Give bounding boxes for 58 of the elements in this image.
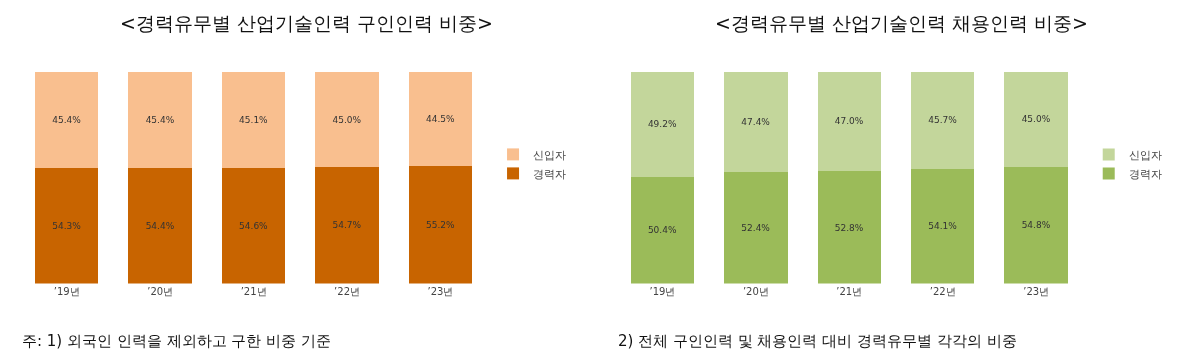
data-label: 50.4% [647,225,677,236]
data-label: 45.1% [239,114,269,125]
data-label: 47.0% [834,116,864,127]
data-label: 54.4% [145,220,175,231]
x-tick-label: ’20년 [147,285,174,297]
x-tick-label: ’23년 [427,285,454,297]
bar [910,71,975,169]
bar [315,71,379,168]
bar [128,168,192,284]
bar [724,172,788,284]
data-label: 54.1% [928,221,958,232]
data-label: 52.8% [834,222,864,233]
bar [34,71,99,169]
bar [221,71,286,168]
data-label: 54.7% [332,220,362,231]
data-label: 45.0% [332,114,362,125]
bar [408,166,473,284]
data-label: 55.2% [425,219,455,230]
x-tick-label: ’22년 [334,285,360,297]
text: 주: 1) 외국인 인력을 제외하고 구한 비중 기준 [22,332,331,350]
bar [817,171,882,284]
bar [1004,71,1068,168]
bar [1004,167,1068,284]
bar [724,71,788,173]
bar [817,71,882,172]
data-label: 45.7% [928,115,958,126]
data-label: 47.4% [741,116,771,127]
bar [34,168,99,284]
bar [630,176,695,284]
x-tick-label: ’23년 [1023,285,1050,297]
legend-label: 신입자 [533,148,567,162]
x-tick-label: ’22년 [929,285,956,297]
legend-label: 경력자 [1128,167,1162,181]
data-label: 54.3% [52,220,82,231]
x-tick-label: ’19년 [649,285,676,297]
x-tick-label: ’21년 [240,285,267,297]
legend-label: 경력자 [533,167,567,181]
data-label: 45.0% [1021,114,1051,125]
data-label: 49.2% [647,119,677,130]
data-label: 45.4% [145,114,175,125]
data-label: 54.6% [239,220,269,231]
x-tick-label: ’21년 [836,285,863,297]
bar [408,71,473,167]
bar [910,168,975,284]
legend-label: 신입자 [1128,148,1162,162]
data-label: 44.5% [425,114,455,125]
data-label: 52.4% [741,222,771,233]
data-label: 54.8% [1021,220,1051,231]
x-tick-label: ’20년 [742,285,769,297]
data-label: 45.4% [52,115,82,125]
text: 2) 전체 구인인력 및 채용인력 대비 경력유무별 각각의 비중 [618,332,1017,350]
bar [315,167,379,284]
x-tick-label: ’19년 [53,285,80,297]
bar [128,71,192,169]
bar [630,71,695,177]
chart-title: <경력유무별 산업기술인력 구인인력 비중> [120,12,493,34]
bar [221,167,286,284]
chart-title: <경력유무별 산업기술인력 채용인력 비중> [715,12,1088,34]
